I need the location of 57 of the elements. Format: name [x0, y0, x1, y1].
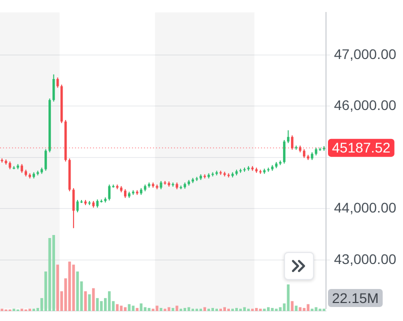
- bar: [211, 308, 214, 311]
- bar: [84, 291, 87, 311]
- ref-line-label: 45187.52: [332, 140, 391, 156]
- bar: [92, 288, 95, 311]
- bar: [108, 291, 111, 311]
- bar: [302, 308, 306, 311]
- y-tick-label: 43,000.00: [334, 250, 396, 267]
- bar: [223, 307, 226, 311]
- bar: [235, 308, 238, 311]
- bar: [136, 308, 139, 311]
- bar: [160, 308, 162, 311]
- bar: [52, 235, 56, 311]
- bar: [294, 306, 298, 311]
- bar: [156, 306, 158, 311]
- bar: [203, 307, 206, 311]
- bar: [298, 307, 302, 311]
- bar: [286, 284, 290, 311]
- candlestick: [291, 134, 294, 150]
- candlestick: [44, 148, 47, 172]
- bar: [68, 262, 71, 311]
- bar: [76, 271, 79, 311]
- bar: [267, 307, 270, 311]
- bar: [48, 238, 52, 311]
- bar: [187, 307, 190, 311]
- y-tick-label: 47,000.00: [334, 46, 396, 62]
- bar: [88, 294, 91, 311]
- bar: [96, 298, 99, 311]
- bar: [120, 306, 123, 311]
- bar: [56, 264, 59, 311]
- bar: [306, 304, 310, 311]
- bar: [144, 307, 146, 311]
- bar: [72, 264, 75, 311]
- candlestick: [52, 74, 55, 102]
- text: 22.15M: [332, 290, 379, 306]
- y-tick-label: 46,000.00: [334, 97, 396, 114]
- bar: [172, 308, 174, 311]
- bar: [116, 304, 119, 311]
- bar: [128, 304, 131, 311]
- bar: [148, 308, 150, 311]
- bar: [278, 307, 282, 311]
- bar: [100, 301, 103, 311]
- bar: [270, 308, 274, 311]
- bar: [255, 308, 258, 311]
- bar: [168, 307, 170, 311]
- candlestick: [56, 76, 59, 88]
- bar: [314, 307, 318, 311]
- candlestick: [108, 184, 111, 201]
- bar: [132, 306, 135, 311]
- y-tick-label: 44,000.00: [334, 200, 396, 216]
- bar: [243, 307, 246, 311]
- bar: [184, 308, 186, 311]
- bar: [176, 306, 178, 311]
- candlestick: [287, 130, 290, 144]
- bar: [140, 303, 142, 311]
- bar: [290, 301, 294, 311]
- candlestick: [283, 140, 286, 164]
- bar: [124, 307, 127, 311]
